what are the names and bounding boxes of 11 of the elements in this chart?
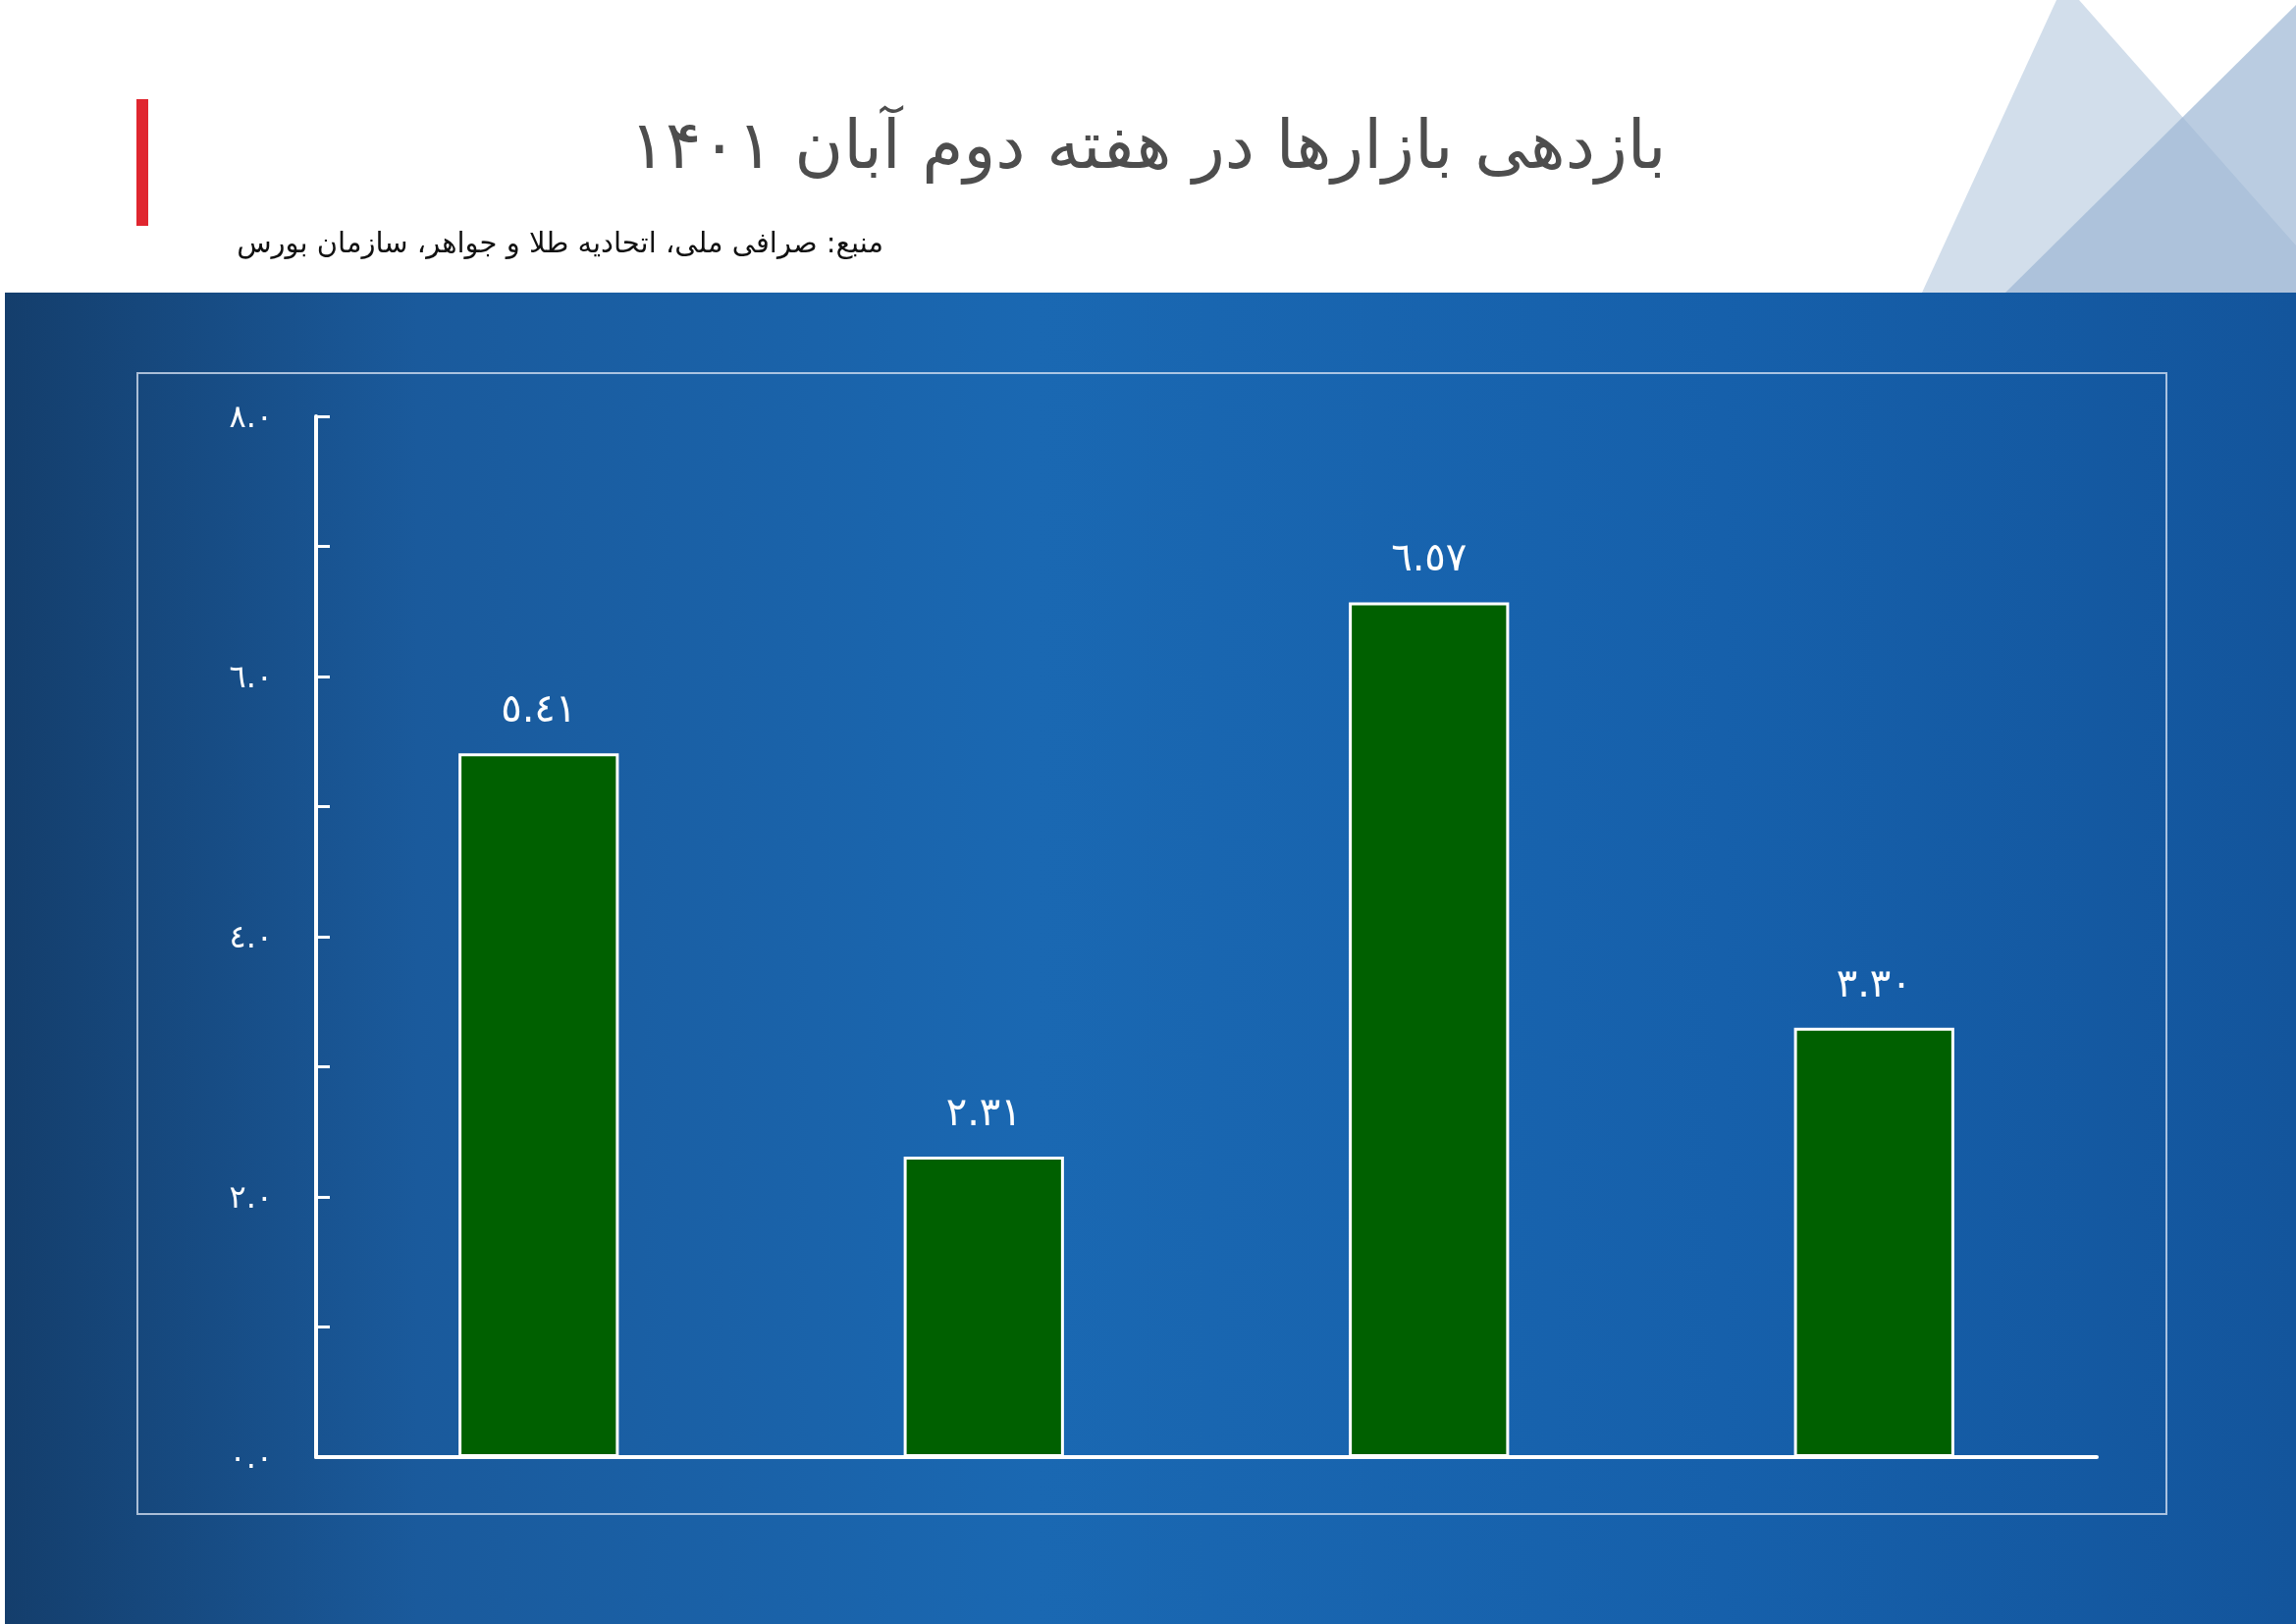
data-label: ٣.٣٠ <box>1836 959 1912 1005</box>
text: منبع: صرافی ملی، اتحادیه طلا و جواهر، سازمان بورس <box>237 225 883 259</box>
y-tick-label: ٨.٠ <box>229 398 273 435</box>
y-tick-label: ٦.٠ <box>229 658 273 695</box>
chart-title: بازدهی بازارها در هفته دوم آبان ۱۴۰۱ <box>629 104 1667 185</box>
data-label: ٦.٥٧ <box>1391 534 1468 580</box>
y-tick-label: ٢.٠ <box>229 1178 273 1216</box>
y-tick-label: ٤.٠ <box>229 918 273 955</box>
data-label: ٥.٤١ <box>501 685 577 731</box>
data-label: ٢.٣١ <box>945 1088 1022 1134</box>
y-tick-label: ٠.٠ <box>229 1438 273 1476</box>
